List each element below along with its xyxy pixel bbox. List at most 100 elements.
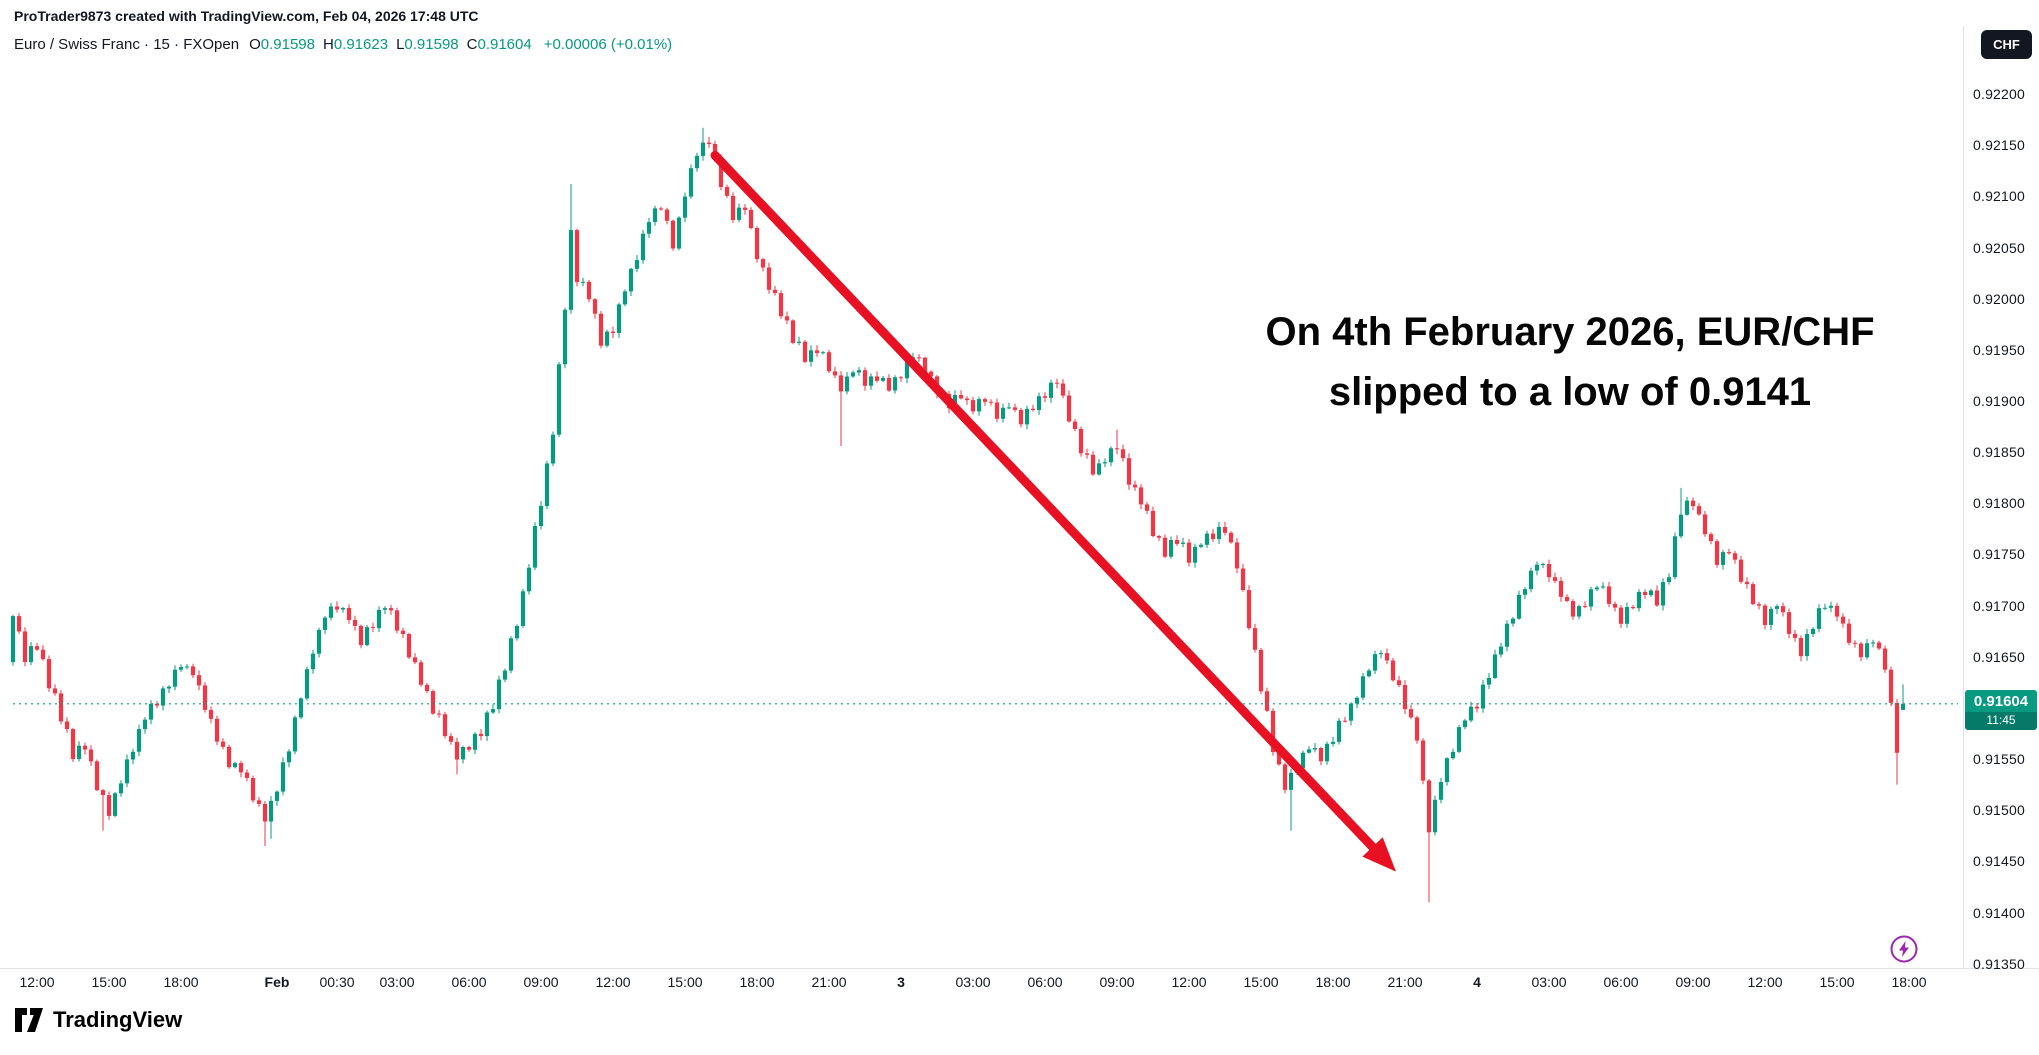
candle [1066, 390, 1072, 423]
currency-toggle-button[interactable]: CHF [1981, 30, 2032, 59]
price-axis-label: 0.92000 [1973, 290, 2026, 307]
candle [898, 376, 904, 382]
candle [256, 796, 262, 807]
candle [1876, 640, 1882, 651]
candle [1468, 701, 1474, 723]
candle [496, 675, 502, 714]
current-price-badge: 0.91604 11:45 [1965, 690, 2037, 730]
candle [100, 789, 106, 831]
time-axis-label: 3 [897, 974, 905, 990]
candle [1558, 577, 1564, 602]
candle [550, 431, 556, 467]
candle [706, 137, 712, 148]
candle [406, 632, 412, 659]
attribution-bar: ProTrader9873 created with TradingView.c… [14, 8, 479, 24]
time-axis-label: 03:00 [379, 974, 415, 990]
time-axis-label: 06:00 [1603, 974, 1639, 990]
candle [1522, 587, 1528, 600]
time-axis-label: 15:00 [1243, 974, 1279, 990]
candle [1456, 724, 1462, 754]
candle [1768, 606, 1774, 630]
tradingview-logo[interactable]: TradingView [14, 1006, 182, 1034]
ohlc-open: O0.91598 [249, 36, 315, 53]
chart-header: Euro / Swiss Franc · 15 · FXOpen O0.9159… [14, 36, 672, 53]
candle [1678, 487, 1684, 539]
candle [10, 614, 16, 666]
candle [1438, 777, 1444, 804]
candle [1306, 746, 1312, 754]
candle [832, 366, 838, 378]
candle [1846, 618, 1852, 646]
candle [94, 759, 100, 792]
candle [232, 761, 238, 769]
price-axis-label: 0.92100 [1973, 188, 2026, 205]
candle [1330, 737, 1336, 747]
candle [1894, 699, 1900, 785]
candle [52, 684, 58, 696]
price-axis-label: 0.91450 [1973, 853, 2026, 870]
candle [646, 218, 652, 238]
candle [1096, 459, 1102, 476]
candle [1810, 627, 1816, 638]
candle [364, 624, 370, 647]
candle [298, 697, 304, 719]
candle [1426, 779, 1432, 903]
candle [1870, 639, 1876, 648]
candle [352, 615, 358, 631]
candle [220, 738, 226, 750]
candle [1672, 532, 1678, 580]
candle [700, 127, 706, 161]
candle [1570, 599, 1576, 620]
candle [418, 660, 424, 687]
candle [1774, 604, 1780, 614]
candle [1486, 673, 1492, 689]
candle [1162, 534, 1168, 558]
candle [1144, 502, 1150, 514]
trend-arrow-head [1362, 837, 1396, 872]
candle [1246, 585, 1252, 631]
candle [1528, 567, 1534, 593]
candle [1084, 448, 1090, 459]
candle [238, 760, 244, 778]
candle [688, 164, 694, 199]
price-axis-label: 0.92200 [1973, 86, 2026, 102]
candle [322, 616, 328, 634]
candle [436, 709, 442, 718]
symbol-title[interactable]: Euro / Swiss Franc · 15 · FXOpen [14, 36, 240, 53]
candle [994, 398, 1000, 422]
candle [958, 390, 964, 400]
time-axis-label: 18:00 [1315, 974, 1351, 990]
candle [442, 711, 448, 739]
candle [982, 397, 988, 406]
candle [478, 729, 484, 741]
candle [1516, 590, 1522, 620]
candle [490, 704, 496, 714]
candle [1348, 702, 1354, 726]
candle [544, 460, 550, 510]
candle [556, 361, 562, 438]
candle [1000, 403, 1006, 423]
candle [1510, 616, 1516, 627]
candle [580, 277, 586, 287]
candle [628, 267, 634, 296]
time-axis-label: 4 [1473, 974, 1481, 990]
candle [142, 717, 148, 734]
candle [796, 336, 802, 346]
candle [1150, 506, 1156, 538]
candle [1744, 577, 1750, 589]
candle [448, 733, 454, 745]
candle [1594, 585, 1600, 592]
candle [880, 376, 886, 383]
candle [1534, 561, 1540, 576]
time-axis-label: 12:00 [595, 974, 631, 990]
candle [424, 682, 430, 694]
flash-icon[interactable] [1889, 934, 1919, 964]
annotation-text: On 4th February 2026, EUR/CHF slipped to… [1120, 302, 2020, 422]
candle [1552, 572, 1558, 584]
candle [670, 219, 676, 251]
ohlc-close: C0.91604 [466, 36, 532, 53]
candle [304, 666, 310, 701]
